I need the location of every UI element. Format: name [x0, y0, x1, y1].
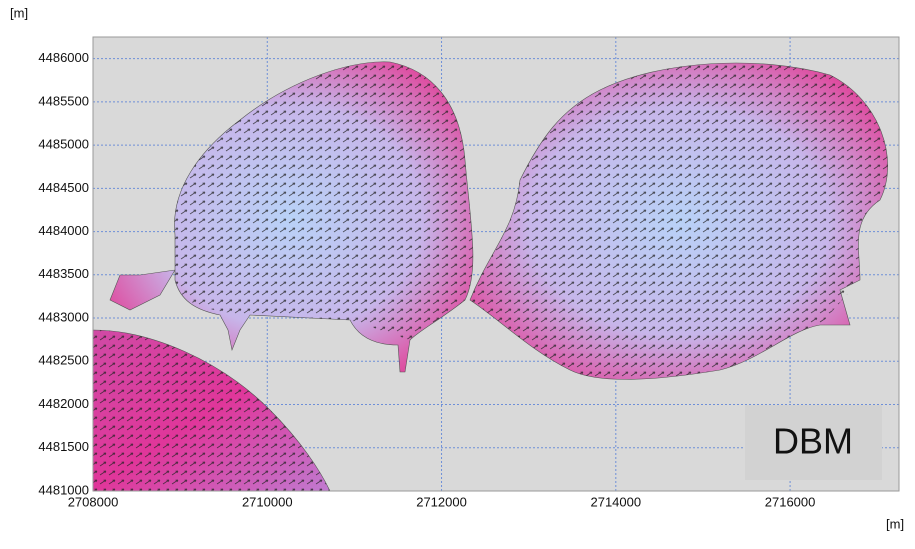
x-tick-label: 2710000 [242, 494, 293, 509]
y-tick-label: 4483500 [38, 266, 89, 281]
x-tick-label: 2712000 [416, 494, 467, 509]
y-tick-label: 4485000 [38, 137, 89, 152]
x-tick-label: 2714000 [590, 494, 641, 509]
y-tick-label: 4484500 [38, 180, 89, 195]
chart: [m] [m] DBM 4481000448150044820004482500… [0, 0, 915, 544]
annotation: DBM [773, 421, 853, 462]
x-tick-label: 2716000 [765, 494, 816, 509]
y-tick-label: 4483000 [38, 309, 89, 324]
y-tick-label: 4481500 [38, 439, 89, 454]
y-tick-label: 4482500 [38, 353, 89, 368]
y-tick-label: 4482000 [38, 396, 89, 411]
y-axis-label: [m] [10, 5, 28, 20]
y-tick-label: 4486000 [38, 50, 89, 65]
y-tick-label: 4484000 [38, 223, 89, 238]
x-axis-label: [m] [886, 516, 904, 531]
y-tick-label: 4485500 [38, 93, 89, 108]
x-tick-label: 2708000 [68, 494, 119, 509]
